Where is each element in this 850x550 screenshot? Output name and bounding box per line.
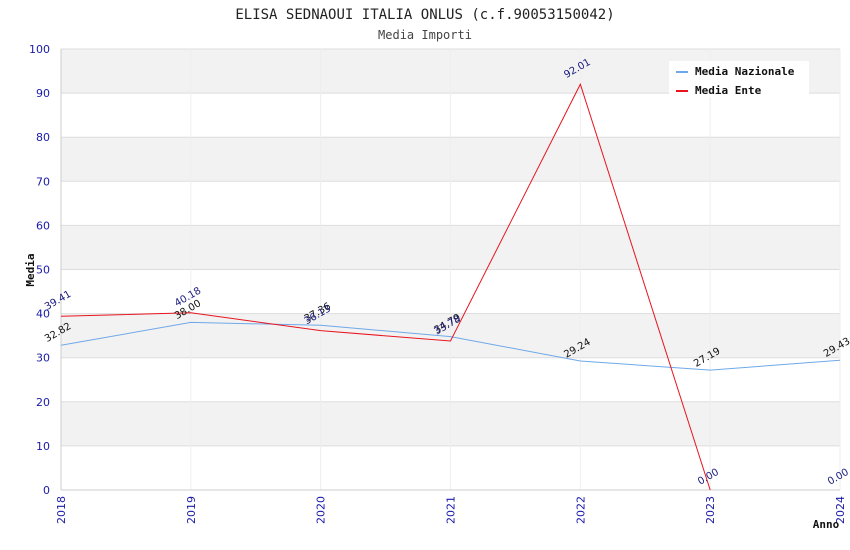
x-tick-label: 2023 (704, 496, 717, 524)
x-tick-label: 2020 (315, 496, 328, 524)
y-tick-label: 10 (36, 440, 50, 453)
series-lines (60, 82, 841, 491)
series-line-media-ente (60, 82, 711, 491)
y-tick-label: 50 (36, 264, 50, 277)
x-axis-label: Anno (813, 518, 840, 531)
x-tick-label: 2024 (834, 496, 847, 524)
legend-box (669, 61, 809, 97)
y-tick-label: 100 (29, 43, 50, 56)
legend: Media Nazionale Media Ente (669, 61, 809, 97)
y-tick-label: 20 (36, 396, 50, 409)
y-tick-label: 30 (36, 352, 50, 365)
x-tick-label: 2022 (574, 496, 587, 524)
y-tick-labels: 0 10 20 30 40 50 60 70 80 90 100 (29, 43, 50, 497)
y-tick-label: 90 (36, 87, 50, 100)
x-tick-labels: 2018 2019 2020 2021 2022 2023 2024 (55, 496, 847, 524)
legend-entry: Media Ente (695, 84, 762, 97)
y-tick-label: 0 (43, 484, 50, 497)
x-tick-label: 2019 (185, 496, 198, 524)
x-tick-label: 2018 (55, 496, 68, 524)
y-tick-label: 40 (36, 308, 50, 321)
chart-title: ELISA SEDNAOUI ITALIA ONLUS (c.f.9005315… (235, 7, 614, 23)
legend-entry: Media Nazionale (695, 65, 795, 78)
y-axis-label: Media (24, 253, 37, 286)
y-tick-label: 80 (36, 131, 50, 144)
y-tick-label: 70 (36, 175, 50, 188)
chart-subtitle: Media Importi (378, 28, 472, 42)
x-tick-label: 2021 (445, 496, 458, 524)
y-tick-label: 60 (36, 219, 50, 232)
series-line-media-nazionale (60, 321, 841, 371)
